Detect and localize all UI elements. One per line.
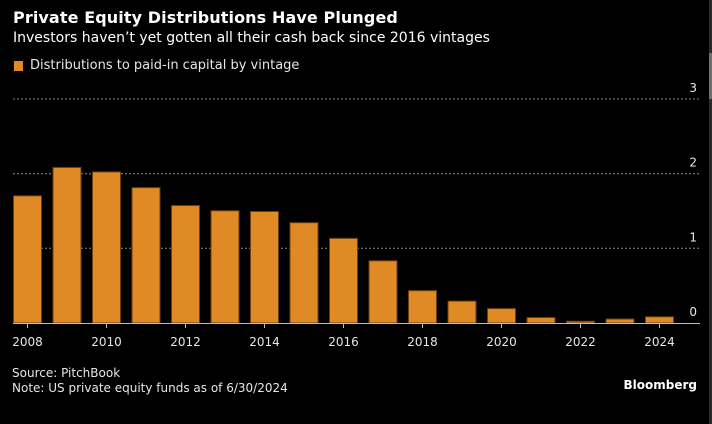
bar-2011	[131, 187, 161, 324]
x-tick-label-2010: 2010	[91, 335, 122, 349]
bar-2024	[645, 316, 674, 324]
grid-lines	[13, 98, 700, 249]
bar-2023	[605, 318, 635, 324]
x-tick-label-2012: 2012	[170, 335, 201, 349]
source-note: Source: PitchBook	[12, 366, 121, 380]
x-axis	[13, 323, 700, 328]
bar-2013	[210, 210, 240, 324]
chart-title: Private Equity Distributions Have Plunge…	[13, 8, 398, 27]
bar-2015	[289, 222, 319, 324]
bar-2019	[447, 300, 477, 324]
x-tick-label-2008: 2008	[12, 335, 43, 349]
bar-2020	[487, 308, 516, 324]
chart-subtitle: Investors haven’t yet gotten all their c…	[13, 30, 490, 46]
bar-2009	[52, 166, 82, 324]
scrollbar[interactable]	[709, 0, 712, 424]
scrollbar-thumb[interactable]	[709, 53, 712, 99]
bar-2017	[368, 260, 398, 324]
bar-2018	[408, 290, 437, 324]
x-tick-label-2020: 2020	[486, 335, 517, 349]
x-tick-label-2022: 2022	[565, 335, 596, 349]
x-tick-label-2014: 2014	[249, 335, 280, 349]
bars	[13, 166, 674, 324]
bar-2022	[566, 320, 595, 324]
y-tick-label-1: 1	[689, 230, 697, 244]
bar-2008	[13, 195, 42, 324]
footer-notes: Source: PitchBook Note: US private equit…	[12, 366, 288, 396]
y-axis-labels: 0 1 2 3	[689, 81, 697, 319]
bar-2014	[250, 211, 279, 324]
bar-2012	[171, 205, 200, 324]
x-axis-labels: 2008 2010 2012 2014 2016 2018 2020 2022 2024	[12, 335, 675, 349]
footnote: Note: US private equity funds as of 6/30…	[12, 381, 288, 395]
bloomberg-logo: Bloomberg	[623, 378, 698, 392]
y-tick-label-2: 2	[689, 156, 697, 170]
legend-label: Distributions to paid-in capital by vint…	[30, 58, 300, 73]
bar-2021	[526, 317, 556, 324]
legend-swatch	[14, 60, 23, 71]
x-tick-label-2016: 2016	[328, 335, 359, 349]
bar-2016	[329, 237, 358, 324]
y-tick-label-0: 0	[689, 305, 697, 319]
x-tick-label-2018: 2018	[407, 335, 438, 349]
legend: Distributions to paid-in capital by vint…	[14, 58, 299, 73]
y-tick-label-3: 3	[689, 81, 697, 95]
bar-2010	[92, 171, 121, 324]
x-tick-label-2024: 2024	[644, 335, 675, 349]
